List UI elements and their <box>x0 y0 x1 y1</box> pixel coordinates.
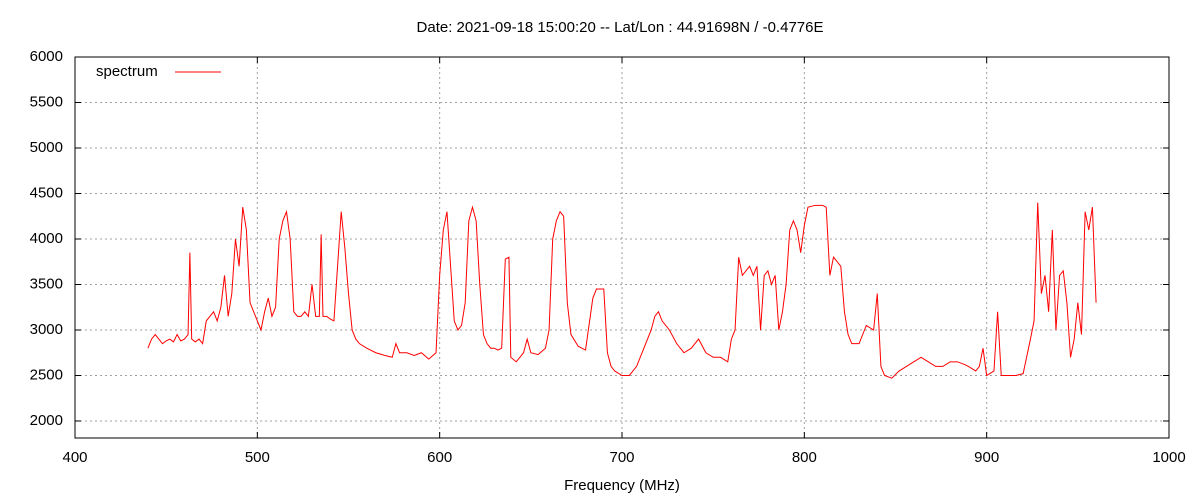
y-tick-label: 2500 <box>30 366 63 383</box>
y-tick-label: 5500 <box>30 93 63 110</box>
x-tick-label: 700 <box>609 449 634 466</box>
x-axis-label: Frequency (MHz) <box>564 477 680 494</box>
legend-label: spectrum <box>96 63 158 80</box>
y-tick-label: 4000 <box>30 230 63 247</box>
y-tick-label: 3500 <box>30 275 63 292</box>
plot-frame <box>74 56 1170 439</box>
x-tick-label: 500 <box>245 449 270 466</box>
x-tick-label: 600 <box>427 449 452 466</box>
y-tick-label: 5000 <box>30 139 63 156</box>
chart-title: Date: 2021-09-18 15:00:20 -- Lat/Lon : 4… <box>417 19 824 36</box>
y-tick-label: 6000 <box>30 48 63 65</box>
x-tick-label: 1000 <box>1152 449 1185 466</box>
y-tick-label: 2000 <box>30 412 63 429</box>
x-tick-label: 400 <box>62 449 87 466</box>
x-tick-label: 900 <box>974 449 999 466</box>
spectrum-line <box>147 202 1097 379</box>
x-tick-label: 800 <box>792 449 817 466</box>
y-tick-label: 4500 <box>30 184 63 201</box>
y-tick-label: 3000 <box>30 321 63 338</box>
